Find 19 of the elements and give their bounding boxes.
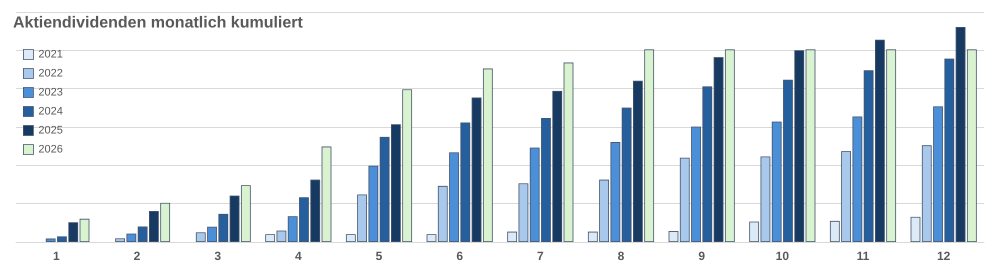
x-tick-label: 11	[856, 249, 870, 263]
x-tick-label: 8	[618, 249, 625, 263]
legend-label: 2026	[38, 144, 63, 156]
x-tick-label: 5	[376, 249, 383, 263]
legend-label: 2024	[38, 106, 63, 118]
x-tick-label: 7	[536, 249, 544, 263]
x-tick-label: 12	[936, 249, 951, 263]
legend-label: 2025	[38, 124, 63, 136]
legend-label: 2021	[38, 48, 63, 60]
x-tick-label: 10	[776, 249, 790, 263]
legend-label: 2022	[38, 68, 63, 80]
chart-title: Aktiendividenden monatlich kumuliert	[13, 14, 304, 32]
x-tick-label: 9	[698, 249, 706, 263]
x-tick-label: 4	[294, 249, 302, 263]
x-tick-label: 2	[134, 249, 141, 263]
x-tick-label: 6	[456, 249, 464, 263]
x-tick-label: 3	[214, 249, 222, 263]
x-tick-label: 1	[52, 249, 60, 263]
legend-label: 2023	[38, 86, 63, 98]
